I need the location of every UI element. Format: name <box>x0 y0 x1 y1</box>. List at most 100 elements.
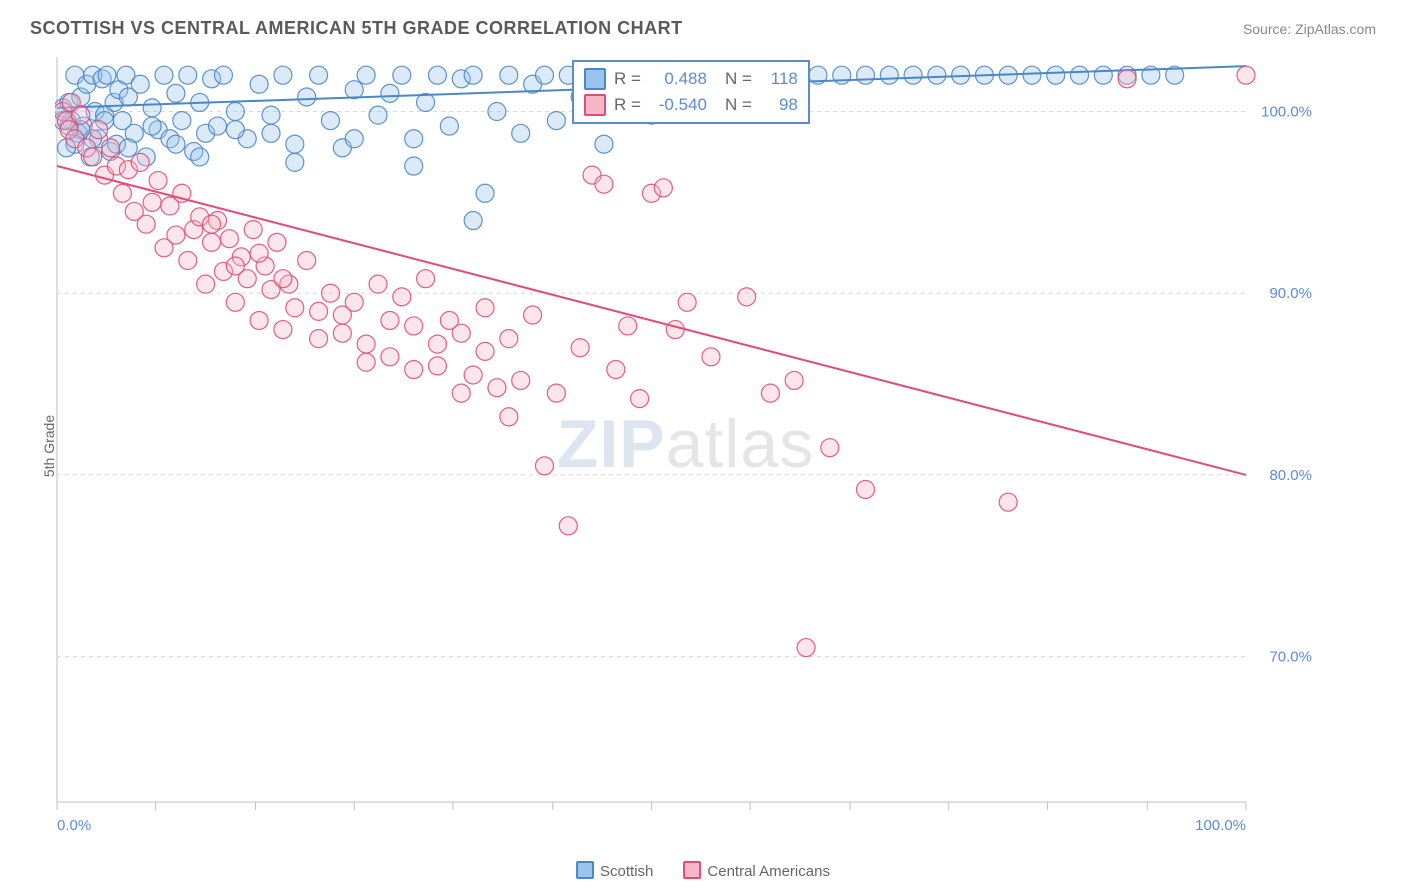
data-point-scottish <box>357 66 375 84</box>
chart-header: SCOTTISH VS CENTRAL AMERICAN 5TH GRADE C… <box>0 0 1406 49</box>
data-point-scottish <box>214 66 232 84</box>
legend-item: Central Americans <box>683 861 830 880</box>
data-point-central <box>310 302 328 320</box>
data-point-central <box>250 244 268 262</box>
stats-swatch <box>584 94 606 116</box>
data-point-central <box>286 299 304 317</box>
data-point-scottish <box>286 153 304 171</box>
data-point-scottish <box>535 66 553 84</box>
data-point-scottish <box>928 66 946 84</box>
data-point-scottish <box>131 75 149 93</box>
data-point-scottish <box>143 99 161 117</box>
data-point-scottish <box>1094 66 1112 84</box>
data-point-scottish <box>119 139 137 157</box>
data-point-scottish <box>286 135 304 153</box>
data-point-central <box>488 379 506 397</box>
data-point-central <box>571 339 589 357</box>
trend-line-central <box>57 166 1246 475</box>
data-point-central <box>1237 66 1255 84</box>
data-point-central <box>310 330 328 348</box>
data-point-central <box>179 252 197 270</box>
data-point-scottish <box>488 103 506 121</box>
data-point-central <box>500 408 518 426</box>
stats-n-value: 118 <box>760 69 798 89</box>
data-point-scottish <box>476 184 494 202</box>
stats-r-value: 0.488 <box>649 69 707 89</box>
stats-r-label: R = <box>614 69 641 89</box>
data-point-scottish <box>428 66 446 84</box>
data-point-scottish <box>547 112 565 130</box>
data-point-central <box>84 148 102 166</box>
x-tick-label: 0.0% <box>57 817 91 832</box>
scatter-plot-svg: 70.0%80.0%90.0%100.0%0.0%100.0% <box>55 55 1316 832</box>
data-point-central <box>345 293 363 311</box>
data-point-central <box>678 293 696 311</box>
data-point-scottish <box>143 117 161 135</box>
data-point-scottish <box>904 66 922 84</box>
data-point-central <box>72 106 90 124</box>
data-point-central <box>244 221 262 239</box>
legend-swatch <box>683 861 701 879</box>
data-point-central <box>524 306 542 324</box>
data-point-scottish <box>226 121 244 139</box>
data-point-central <box>274 321 292 339</box>
y-tick-label: 100.0% <box>1261 104 1312 121</box>
data-point-central <box>428 335 446 353</box>
data-point-central <box>631 390 649 408</box>
legend-item: Scottish <box>576 861 653 880</box>
stats-legend-box: R =0.488N =118R =-0.540N =98 <box>572 60 810 124</box>
data-point-scottish <box>1047 66 1065 84</box>
data-point-central <box>274 270 292 288</box>
data-point-central <box>785 371 803 389</box>
data-point-scottish <box>167 84 185 102</box>
x-tick-label: 100.0% <box>1195 817 1246 832</box>
stats-n-value: 98 <box>760 95 798 115</box>
data-point-central <box>321 284 339 302</box>
data-point-central <box>417 270 435 288</box>
data-point-scottish <box>179 66 197 84</box>
data-point-central <box>90 121 108 139</box>
data-point-central <box>381 311 399 329</box>
data-point-central <box>857 480 875 498</box>
data-point-central <box>357 335 375 353</box>
data-point-central <box>405 317 423 335</box>
data-point-central <box>559 517 577 535</box>
data-point-central <box>167 226 185 244</box>
data-point-central <box>197 275 215 293</box>
data-point-scottish <box>98 66 116 84</box>
data-point-central <box>476 299 494 317</box>
data-point-scottish <box>173 112 191 130</box>
data-point-central <box>999 493 1017 511</box>
y-tick-label: 70.0% <box>1269 649 1312 666</box>
data-point-scottish <box>321 112 339 130</box>
data-point-central <box>452 384 470 402</box>
stats-r-value: -0.540 <box>649 95 707 115</box>
data-point-scottish <box>405 130 423 148</box>
data-point-central <box>298 252 316 270</box>
data-point-central <box>357 353 375 371</box>
legend-label: Central Americans <box>707 863 830 880</box>
stats-swatch <box>584 68 606 90</box>
data-point-scottish <box>512 124 530 142</box>
data-point-scottish <box>262 106 280 124</box>
data-point-scottish <box>155 66 173 84</box>
data-point-scottish <box>857 66 875 84</box>
data-point-scottish <box>381 84 399 102</box>
data-point-scottish <box>440 117 458 135</box>
data-point-central <box>595 175 613 193</box>
data-point-central <box>131 153 149 171</box>
data-point-scottish <box>393 66 411 84</box>
y-tick-label: 80.0% <box>1269 467 1312 484</box>
data-point-central <box>761 384 779 402</box>
data-point-scottish <box>369 106 387 124</box>
stats-n-label: N = <box>725 95 752 115</box>
data-point-central <box>102 139 120 157</box>
data-point-scottish <box>209 117 227 135</box>
data-point-scottish <box>345 81 363 99</box>
chart-source: Source: ZipAtlas.com <box>1243 21 1376 37</box>
legend-bottom: Scottish Central Americans <box>576 861 830 880</box>
data-point-central <box>535 457 553 475</box>
data-point-central <box>220 230 238 248</box>
data-point-scottish <box>167 135 185 153</box>
data-point-central <box>381 348 399 366</box>
